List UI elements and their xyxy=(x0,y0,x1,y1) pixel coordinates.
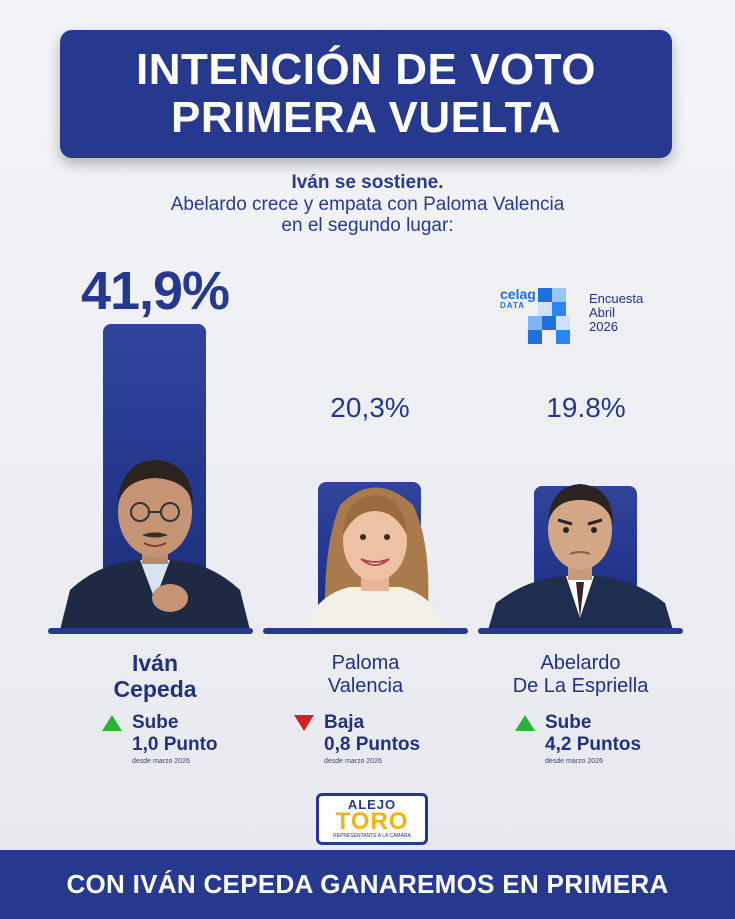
subtitle-line-2: Abelardo crece y empata con Paloma Valen… xyxy=(170,194,565,215)
celag-data-word: DATA xyxy=(500,301,526,310)
survey-line-2: Abril xyxy=(589,305,616,320)
candidate-last-name-1: Cepeda xyxy=(113,676,197,702)
survey-line-3: 2026 xyxy=(589,319,618,334)
arrow-up-icon xyxy=(515,715,535,731)
bar-baseline-1 xyxy=(48,628,253,634)
title-line-1: INTENCIÓN DE VOTO xyxy=(136,45,596,94)
bar-value-label-1: 41,9% xyxy=(80,261,230,321)
footer-slogan: CON IVÁN CEPEDA GANAREMOS EN PRIMERA xyxy=(66,869,669,899)
alejo-toro-logo: ALEJO TORO REPRESENTANTE A LA CÁMARA xyxy=(316,793,428,845)
change-text-3: Sube 4,2 Puntos xyxy=(545,712,641,756)
change-word-1: Sube xyxy=(132,712,179,733)
change-word-3: Sube xyxy=(545,712,592,733)
celag-data-logo: celag DATA Encuesta Abril 2026 xyxy=(498,286,668,350)
celag-word: celag xyxy=(500,286,536,302)
candidate-name-2: Paloma Valencia xyxy=(263,652,468,698)
logo-line-1: ALEJO xyxy=(347,797,397,812)
change-since-2: desde marzo 2026 xyxy=(324,758,382,765)
change-word-2: Baja xyxy=(324,712,365,733)
logo-line-3: REPRESENTANTE A LA CÁMARA xyxy=(333,833,411,839)
bar-value-label-3: 19.8% xyxy=(546,392,626,423)
logo-line-2: TORO xyxy=(335,808,409,835)
arrow-up-icon xyxy=(102,715,122,731)
subtitle-line-1: Iván se sostiene. xyxy=(291,172,444,193)
change-text-2: Baja 0,8 Puntos xyxy=(324,712,420,756)
change-indicator-1: Sube 1,0 Punto desde marzo 2026 xyxy=(102,712,252,772)
change-amount-3: 4,2 Puntos xyxy=(545,734,642,755)
subtitle: Iván se sostiene. Abelardo crece y empat… xyxy=(0,172,735,236)
survey-line-1: Encuesta xyxy=(589,291,644,306)
change-indicator-2: Baja 0,8 Puntos desde marzo 2026 xyxy=(294,712,454,772)
bar-baseline-2 xyxy=(263,628,468,634)
bar-value-label-2: 20,3% xyxy=(330,392,410,423)
candidate-photo-ivan-cepeda xyxy=(60,450,250,630)
change-since-1: desde marzo 2026 xyxy=(132,758,190,765)
change-text-1: Sube 1,0 Punto xyxy=(132,712,218,756)
bar-baseline-3 xyxy=(478,628,683,634)
candidate-last-name-2: Valencia xyxy=(327,675,404,697)
change-amount-2: 0,8 Puntos xyxy=(324,734,421,755)
candidate-name-3: Abelardo De La Espriella xyxy=(478,652,683,698)
change-indicator-3: Sube 4,2 Puntos desde marzo 2026 xyxy=(515,712,675,772)
candidate-first-name-3: Abelardo xyxy=(540,652,621,674)
arrow-down-icon xyxy=(294,715,314,731)
candidate-photo-abelardo-de-la-espriella xyxy=(488,478,673,630)
title-line-2: PRIMERA VUELTA xyxy=(171,93,561,142)
survey-label: Encuesta Abril 2026 xyxy=(589,292,643,334)
candidate-photo-paloma-valencia xyxy=(295,475,455,630)
candidate-first-name-2: Paloma xyxy=(331,652,400,674)
change-amount-1: 1,0 Punto xyxy=(132,734,218,755)
candidate-last-name-3: De La Espriella xyxy=(512,675,649,697)
celag-pixel-icon xyxy=(528,288,570,344)
candidate-first-name-1: Iván xyxy=(131,650,179,676)
title-banner: INTENCIÓN DE VOTO PRIMERA VUELTA xyxy=(60,30,672,158)
candidate-name-1: Iván Cepeda xyxy=(55,650,255,702)
change-since-3: desde marzo 2026 xyxy=(545,758,603,765)
footer-banner: CON IVÁN CEPEDA GANAREMOS EN PRIMERA xyxy=(0,850,735,919)
subtitle-line-3: en el segundo lugar: xyxy=(281,215,454,236)
